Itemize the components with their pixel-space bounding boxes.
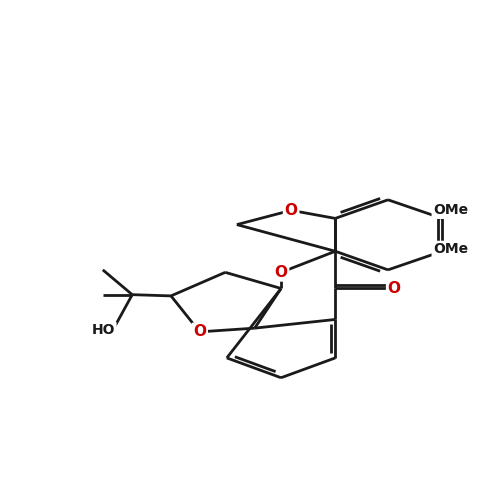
Text: OMe: OMe	[433, 204, 468, 218]
Text: O: O	[388, 281, 400, 296]
Text: HO: HO	[92, 323, 115, 337]
Text: OMe: OMe	[433, 242, 468, 256]
Text: O: O	[193, 324, 206, 340]
Text: O: O	[274, 265, 287, 280]
Text: O: O	[284, 203, 298, 218]
